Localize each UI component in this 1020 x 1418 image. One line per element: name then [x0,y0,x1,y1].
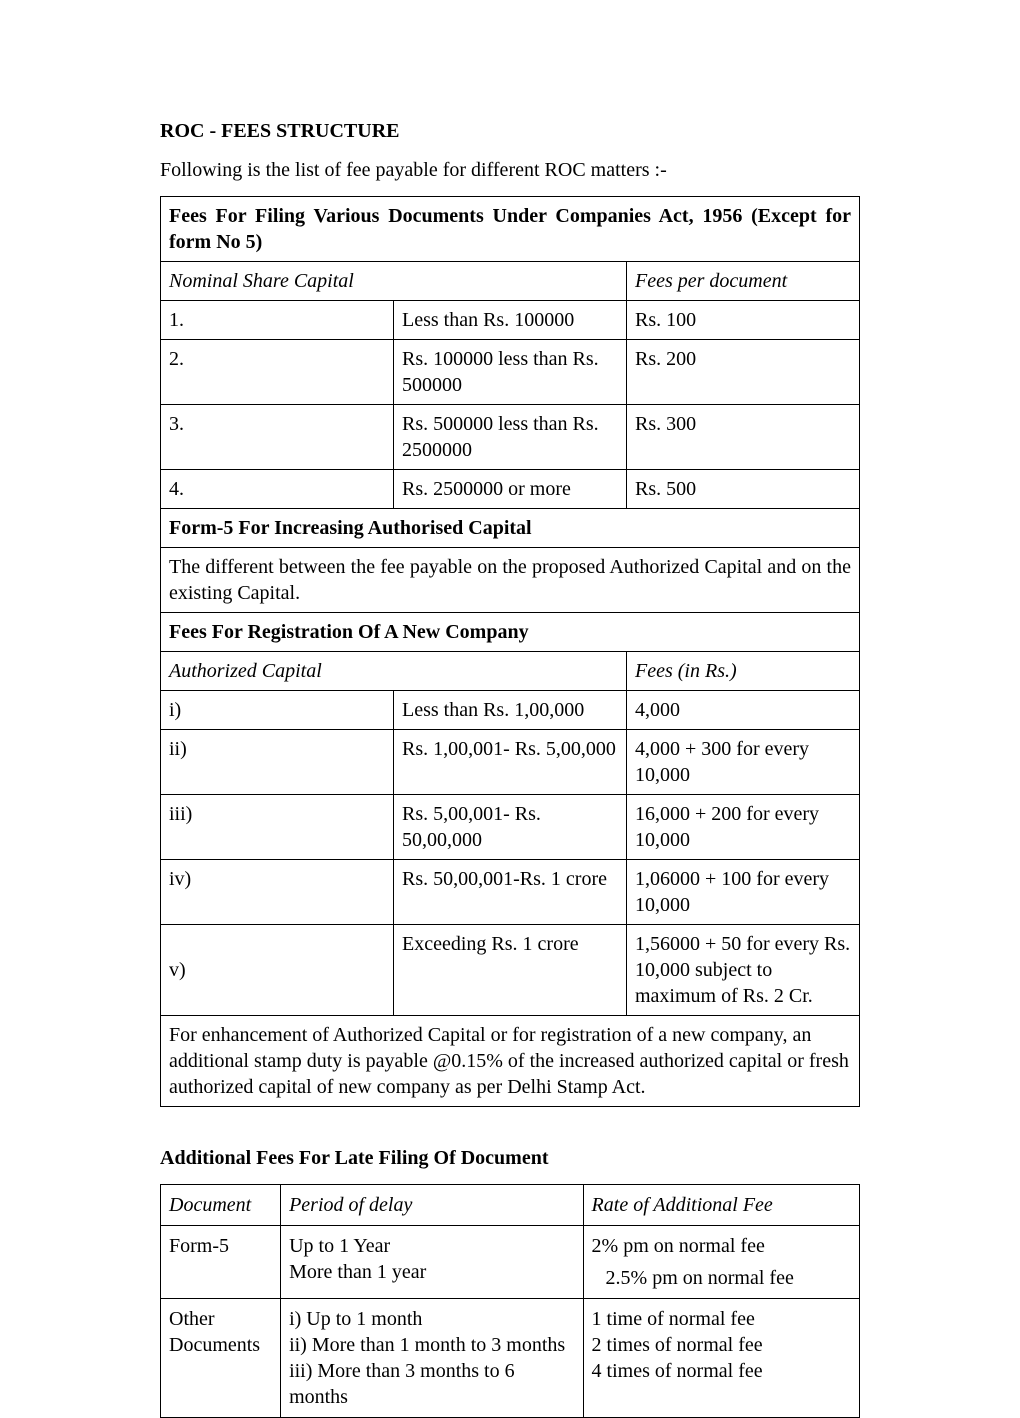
table2-title: Additional Fees For Late Filing Of Docum… [160,1147,860,1170]
row-desc: Rs. 100000 less than Rs. 500000 [394,340,627,405]
reg-col1: Authorized Capital [161,652,627,691]
intro-text: Following is the list of fee payable for… [160,159,860,182]
row-num: 2. [161,340,394,405]
row-fee: 1,56000 + 50 for every Rs. 10,000 subjec… [627,925,860,1016]
rate-line: 2.5% pm on normal fee [592,1265,851,1291]
table-row: iii) Rs. 5,00,001- Rs. 50,00,000 16,000 … [161,795,860,860]
period-line: Up to 1 Year [289,1235,390,1257]
doc-cell: Other Documents [161,1299,281,1418]
row-desc: Rs. 1,00,001- Rs. 5,00,000 [394,730,627,795]
period-line: ii) More than 1 month to 3 months [289,1334,565,1356]
t1-footer: For enhancement of Authorized Capital or… [161,1016,860,1107]
table-row: 2. Rs. 100000 less than Rs. 500000 Rs. 2… [161,340,860,405]
document-page: ROC - FEES STRUCTURE Following is the li… [0,0,1020,1418]
row-fee: Rs. 300 [627,405,860,470]
table-row: 4. Rs. 2500000 or more Rs. 500 [161,470,860,509]
row-fee: Rs. 100 [627,301,860,340]
row-fee: 4,000 + 300 for every 10,000 [627,730,860,795]
row-desc: Rs. 50,00,001-Rs. 1 crore [394,860,627,925]
row-num: iv) [161,860,394,925]
row-num: 4. [161,470,394,509]
row-desc: Exceeding Rs. 1 crore [394,925,627,1016]
row-num: i) [161,691,394,730]
table-row: iv) Rs. 50,00,001-Rs. 1 crore 1,06000 + … [161,860,860,925]
rate-line: 4 times of normal fee [592,1360,763,1382]
t1-col1: Nominal Share Capital [161,262,627,301]
table-row: Other Documents i) Up to 1 month ii) Mor… [161,1299,860,1418]
row-desc: Rs. 2500000 or more [394,470,627,509]
period-line: i) Up to 1 month [289,1308,422,1330]
period-line: More than 1 year [289,1261,426,1283]
rate-line: 2% pm on normal fee [592,1235,765,1257]
t1-heading: Fees For Filing Various Documents Under … [161,197,860,262]
row-num: 3. [161,405,394,470]
table-row: Form-5 Up to 1 Year More than 1 year 2% … [161,1226,860,1299]
rate-cell: 1 time of normal fee 2 times of normal f… [583,1299,859,1418]
t2-col3: Rate of Additional Fee [583,1185,859,1226]
reg-heading: Fees For Registration Of A New Company [161,613,860,652]
form5-text: The different between the fee payable on… [161,548,860,613]
row-fee: 4,000 [627,691,860,730]
row-desc: Rs. 500000 less than Rs. 2500000 [394,405,627,470]
form5-heading: Form-5 For Increasing Authorised Capital [161,509,860,548]
rate-line: 2 times of normal fee [592,1334,763,1356]
row-num: ii) [161,730,394,795]
row-num: v) [161,925,394,1016]
row-fee: 1,06000 + 100 for every 10,000 [627,860,860,925]
row-fee: Rs. 200 [627,340,860,405]
period-line: iii) More than 3 months to 6 months [289,1360,515,1408]
rate-cell: 2% pm on normal fee 2.5% pm on normal fe… [583,1226,859,1299]
table-row: v) Exceeding Rs. 1 crore 1,56000 + 50 fo… [161,925,860,1016]
row-desc: Less than Rs. 100000 [394,301,627,340]
row-desc: Rs. 5,00,001- Rs. 50,00,000 [394,795,627,860]
row-desc: Less than Rs. 1,00,000 [394,691,627,730]
table-row: 3. Rs. 500000 less than Rs. 2500000 Rs. … [161,405,860,470]
fees-table-2: Document Period of delay Rate of Additio… [160,1184,860,1418]
row-num: iii) [161,795,394,860]
t2-col2: Period of delay [281,1185,583,1226]
table-row: 1. Less than Rs. 100000 Rs. 100 [161,301,860,340]
fees-table-1: Fees For Filing Various Documents Under … [160,196,860,1107]
row-num: 1. [161,301,394,340]
t2-col1: Document [161,1185,281,1226]
row-fee: 16,000 + 200 for every 10,000 [627,795,860,860]
reg-col2: Fees (in Rs.) [627,652,860,691]
period-cell: i) Up to 1 month ii) More than 1 month t… [281,1299,583,1418]
period-cell: Up to 1 Year More than 1 year [281,1226,583,1299]
rate-line: 1 time of normal fee [592,1308,755,1330]
t1-col2: Fees per document [627,262,860,301]
doc-cell: Form-5 [161,1226,281,1299]
table-row: ii) Rs. 1,00,001- Rs. 5,00,000 4,000 + 3… [161,730,860,795]
page-title: ROC - FEES STRUCTURE [160,120,860,143]
row-fee: Rs. 500 [627,470,860,509]
table-row: i) Less than Rs. 1,00,000 4,000 [161,691,860,730]
